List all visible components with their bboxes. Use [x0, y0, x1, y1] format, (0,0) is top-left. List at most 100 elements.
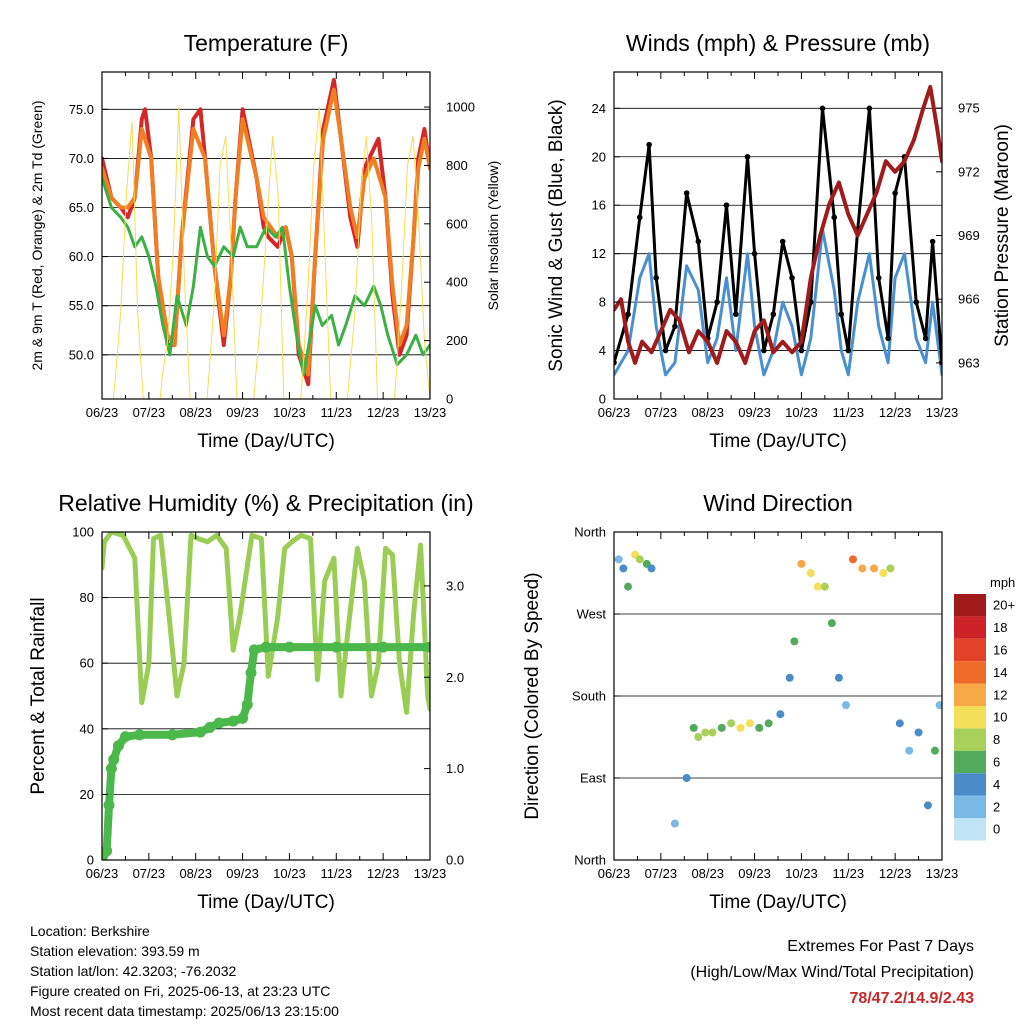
wind-direction-point [682, 774, 691, 782]
series-line-4 [102, 106, 430, 399]
y-tick-label: 55.0 [69, 298, 94, 313]
wind-direction-point [635, 555, 644, 564]
gust-point [779, 238, 786, 245]
extremes-title: Extremes For Past 7 Days [787, 938, 974, 955]
y-tick-label: 16 [592, 198, 606, 213]
station-info: Location: Berkshire Station elevation: 3… [30, 921, 339, 1021]
colorbar-label: 12 [993, 687, 1007, 702]
chart-panel-1: 06/23 07/23 08/23 09/23 10/23 11/23 12/23 13/23… [29, 30, 501, 452]
series-line-3 [614, 84, 942, 365]
gust-point [929, 238, 936, 245]
rainfall-point [102, 845, 113, 857]
x-tick-label: 06/23 [86, 866, 119, 881]
wind-direction-point [694, 733, 703, 741]
gust-point [714, 299, 720, 305]
gust-point [798, 347, 805, 354]
latest-timestamp-text: Most recent data timestamp: 2025/06/13 2… [30, 1003, 339, 1019]
gust-point [913, 299, 920, 305]
y-tick-label: East [580, 771, 606, 786]
x-tick-label: 07/23 [133, 405, 166, 420]
y-tick-label: 4 [599, 343, 606, 358]
y2-tick-label: 3.0 [446, 578, 464, 593]
x-tick-label: 07/23 [133, 866, 166, 881]
x-tick-label: 12/23 [879, 866, 912, 881]
series-line-2 [102, 87, 430, 377]
wind-direction-point [619, 564, 628, 573]
rainfall-point [241, 699, 253, 711]
wind-direction-point [701, 728, 710, 737]
rainfall-point [424, 641, 430, 653]
chart-panel-2: 06/23 07/23 08/23 09/23 10/23 11/23 12/23 13/23… [546, 30, 1013, 452]
colorbar-swatch [954, 594, 986, 617]
x-tick-label: 08/23 [691, 405, 724, 420]
wind-direction-point [776, 710, 785, 719]
x-tick-label: 06/23 [598, 405, 631, 420]
y2-tick-label: 1000 [446, 100, 475, 115]
gust-point [625, 311, 631, 318]
chart-title: Relative Humidity (%) & Precipitation (i… [58, 490, 473, 516]
y-axis-label: 2m & 9m T (Red, Orange) & 2m Td (Green) [29, 101, 45, 371]
y-axis-label: Percent & Total Rainfall [28, 597, 49, 794]
y-tick-label: 60.0 [69, 249, 94, 264]
y-tick-label: 80 [80, 590, 94, 605]
y-tick-label: 20 [80, 787, 94, 802]
x-tick-label: 07/23 [645, 866, 678, 881]
y-tick-label: 50.0 [69, 347, 94, 362]
gust-point [614, 359, 617, 366]
chart-title: Winds (mph) & Pressure (mb) [626, 30, 930, 56]
y-tick-label: 24 [592, 101, 606, 116]
gust-point [885, 335, 891, 342]
rainfall-point [227, 715, 239, 727]
gust-point [653, 275, 659, 281]
y-axis-label: Sonic Wind & Gust (Blue, Black) [546, 99, 567, 371]
x-tick-label: 09/23 [738, 866, 771, 881]
x-tick-label: 10/23 [785, 405, 818, 420]
colorbar-label: 4 [993, 777, 1000, 792]
y-tick-label: 40 [80, 721, 94, 736]
wind-direction-point [923, 801, 932, 810]
x-axis-label: Time (Day/UTC) [197, 892, 335, 913]
gust-point [744, 153, 751, 160]
gust-point [636, 214, 643, 221]
rainfall-point [133, 729, 145, 741]
rainfall-point [108, 753, 120, 765]
wind-direction-point [736, 723, 745, 732]
x-tick-label: 12/23 [367, 405, 400, 420]
gust-point [683, 190, 690, 196]
x-tick-label: 12/23 [367, 866, 400, 881]
y-tick-label: North [574, 853, 606, 868]
extremes-values: 78/47.2/14.9/2.43 [849, 990, 974, 1007]
y-tick-label: 0 [599, 392, 606, 407]
wind-direction-point [879, 569, 888, 577]
x-tick-label: 08/23 [179, 866, 212, 881]
extremes-subtitle: (High/Low/Max Wind/Total Precipitation) [690, 964, 974, 981]
x-axis-label: Time (Day/UTC) [709, 892, 847, 913]
gust-point [695, 238, 702, 245]
rainfall-point [377, 641, 389, 653]
wind-direction-point [745, 719, 754, 728]
colorbar-label: 16 [993, 643, 1007, 658]
x-tick-label: 06/23 [86, 405, 119, 420]
gust-point [892, 190, 898, 196]
colorbar-swatch [954, 818, 986, 841]
rainfall-point [112, 740, 124, 752]
series-layer [614, 550, 942, 828]
y-tick-label: North [574, 525, 606, 540]
colorbar-label: 8 [993, 732, 1000, 747]
colorbar-swatch [954, 706, 986, 729]
gust-point [761, 347, 767, 354]
x-tick-label: 09/23 [226, 405, 259, 420]
y2-tick-label: 1.0 [446, 761, 464, 776]
colorbar-swatch [954, 773, 986, 796]
y-tick-label: 20 [592, 149, 606, 164]
x-tick-label: 11/23 [320, 405, 352, 420]
x-tick-label: 09/23 [226, 866, 259, 881]
rainfall-point [194, 726, 206, 738]
colorbar-swatch [954, 638, 986, 662]
series-line-2 [102, 643, 430, 860]
wind-direction-point [827, 619, 836, 628]
series-line-1 [102, 532, 430, 715]
x-axis-label: Time (Day/UTC) [709, 431, 847, 452]
rainfall-point [119, 731, 131, 743]
colorbar-swatch [954, 728, 986, 751]
